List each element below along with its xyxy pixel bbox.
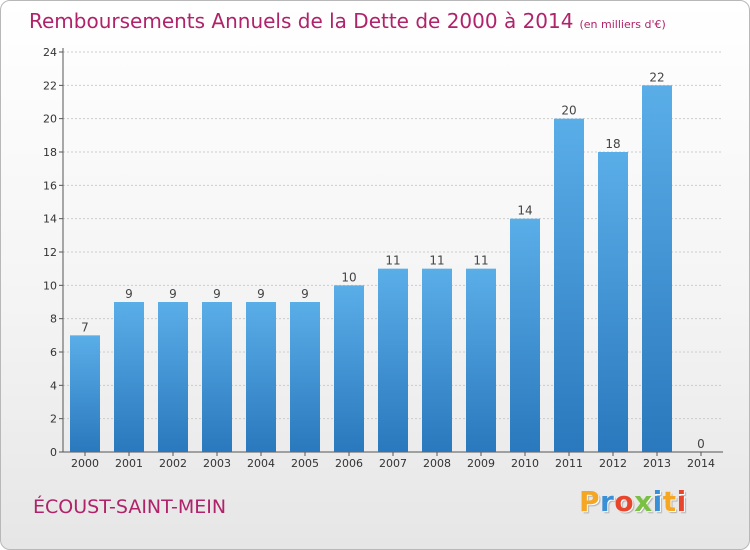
data-label: 20 bbox=[561, 104, 576, 118]
bar bbox=[510, 218, 540, 452]
bar bbox=[642, 85, 672, 452]
bar bbox=[158, 302, 188, 452]
data-label: 9 bbox=[125, 287, 133, 301]
y-tick-label: 14 bbox=[43, 213, 57, 226]
y-tick-label: 4 bbox=[50, 379, 57, 392]
x-tick-label: 2012 bbox=[599, 457, 627, 470]
y-tick-label: 20 bbox=[43, 113, 57, 126]
data-label: 14 bbox=[517, 204, 532, 218]
y-tick-label: 12 bbox=[43, 246, 57, 259]
bar bbox=[378, 268, 408, 452]
bar bbox=[598, 152, 628, 452]
data-label: 22 bbox=[649, 70, 664, 84]
y-tick-label: 0 bbox=[50, 446, 57, 459]
x-tick-label: 2005 bbox=[291, 457, 319, 470]
bar bbox=[290, 302, 320, 452]
bar bbox=[334, 285, 364, 452]
chart-title-text: Remboursements Annuels de la Dette de 20… bbox=[29, 9, 574, 33]
data-label: 9 bbox=[301, 287, 309, 301]
y-tick-label: 6 bbox=[50, 346, 57, 359]
bar bbox=[554, 118, 584, 453]
logo-letter: P bbox=[579, 485, 601, 518]
y-tick-label: 10 bbox=[43, 279, 57, 292]
city-name: ÉCOUST-SAINT-MEIN bbox=[33, 496, 227, 518]
bars bbox=[70, 85, 672, 453]
data-label: 11 bbox=[473, 254, 488, 268]
x-tick-label: 2004 bbox=[247, 457, 275, 470]
data-label: 11 bbox=[429, 254, 444, 268]
bar bbox=[114, 302, 144, 452]
y-tick-label: 18 bbox=[43, 146, 57, 159]
y-tick-label: 16 bbox=[43, 179, 57, 192]
unit-note: (en milliers d'€) bbox=[579, 18, 666, 31]
x-tick-label: 2013 bbox=[643, 457, 671, 470]
bar bbox=[70, 335, 100, 452]
x-tick-label: 2011 bbox=[555, 457, 583, 470]
data-label: 11 bbox=[385, 254, 400, 268]
bar bbox=[422, 268, 452, 452]
x-tick-label: 2003 bbox=[203, 457, 231, 470]
logo-letter: x bbox=[634, 485, 653, 518]
x-tick-label: 2014 bbox=[687, 457, 715, 470]
logo-letter: i bbox=[676, 485, 687, 518]
proxiti-logo[interactable]: Proxiti bbox=[579, 485, 687, 518]
bar bbox=[202, 302, 232, 452]
x-tick-label: 2010 bbox=[511, 457, 539, 470]
data-label: 9 bbox=[257, 287, 265, 301]
logo-letter: i bbox=[652, 485, 663, 518]
logo-letter: r bbox=[600, 485, 615, 518]
labels: 7 2000 9 2001 9 2002 9 2003 9 2004 9 2005 10 2006 11 20… bbox=[71, 70, 715, 470]
x-tick-label: 2008 bbox=[423, 457, 451, 470]
x-tick-label: 2006 bbox=[335, 457, 363, 470]
data-label: 9 bbox=[169, 287, 177, 301]
logo-letter: o bbox=[614, 485, 635, 518]
x-tick-label: 2000 bbox=[71, 457, 99, 470]
logo-letter: t bbox=[662, 485, 677, 518]
y-tick-label: 22 bbox=[43, 79, 57, 92]
x-tick-label: 2007 bbox=[379, 457, 407, 470]
data-label: 10 bbox=[341, 270, 356, 284]
x-tick-label: 2002 bbox=[159, 457, 187, 470]
y-tick-label: 2 bbox=[50, 413, 57, 426]
y-tick-label: 8 bbox=[50, 313, 57, 326]
bar bbox=[466, 268, 496, 452]
y-tick-label: 24 bbox=[43, 46, 57, 59]
chart-title: Remboursements Annuels de la Dette de 20… bbox=[29, 9, 666, 33]
bar bbox=[246, 302, 276, 452]
data-label: 0 bbox=[697, 437, 705, 451]
data-label: 7 bbox=[81, 320, 89, 334]
data-label: 18 bbox=[605, 137, 620, 151]
data-label: 9 bbox=[213, 287, 221, 301]
x-tick-label: 2009 bbox=[467, 457, 495, 470]
x-tick-label: 2001 bbox=[115, 457, 143, 470]
